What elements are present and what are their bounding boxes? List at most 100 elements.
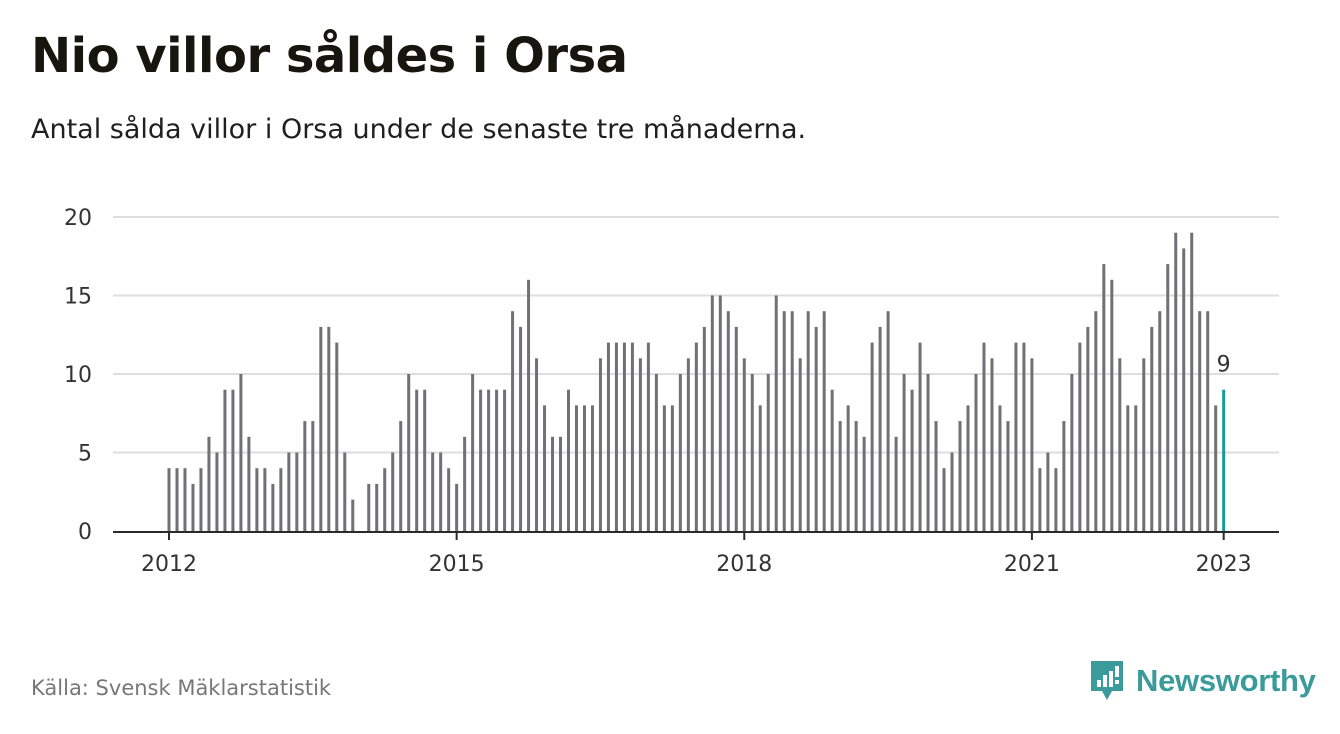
bar xyxy=(990,358,994,531)
bar xyxy=(487,389,491,531)
bar xyxy=(1062,421,1066,531)
bar xyxy=(423,389,427,531)
bar xyxy=(734,326,738,531)
bar xyxy=(1006,421,1010,531)
bar xyxy=(606,342,610,531)
bar xyxy=(391,452,395,531)
bar xyxy=(718,295,722,531)
bar xyxy=(343,452,347,531)
bar xyxy=(1022,342,1026,531)
bar xyxy=(255,468,259,531)
bar xyxy=(327,326,331,531)
bar xyxy=(598,358,602,531)
bar xyxy=(367,483,371,531)
bar xyxy=(1174,232,1178,531)
bar xyxy=(1206,311,1210,531)
bar xyxy=(654,374,658,531)
y-tick-label: 20 xyxy=(64,206,92,231)
bar xyxy=(614,342,618,531)
bar xyxy=(974,374,978,531)
bar xyxy=(950,452,954,531)
bar xyxy=(383,468,387,531)
bar xyxy=(1182,248,1186,531)
bar xyxy=(942,468,946,531)
bar xyxy=(822,311,826,531)
bar xyxy=(782,311,786,531)
bar xyxy=(455,483,459,531)
bar xyxy=(1190,232,1194,531)
bar xyxy=(495,389,499,531)
bar xyxy=(311,421,315,531)
y-tick-label: 15 xyxy=(64,285,92,310)
bar xyxy=(1094,311,1098,531)
bar xyxy=(934,421,938,531)
brand-name: Newsworthy xyxy=(1136,663,1316,698)
bar xyxy=(543,405,547,531)
bar xyxy=(399,421,403,531)
bar xyxy=(287,452,291,531)
brand-logo: Newsworthy xyxy=(1088,658,1316,704)
bar xyxy=(574,405,578,531)
bar xyxy=(1214,405,1218,531)
bar xyxy=(303,421,307,531)
bar xyxy=(279,468,283,531)
bar xyxy=(830,389,834,531)
bar xyxy=(678,374,682,531)
bar xyxy=(335,342,339,531)
bar xyxy=(239,374,243,531)
bar xyxy=(702,326,706,531)
bar xyxy=(750,374,754,531)
bar xyxy=(1198,311,1202,531)
bar xyxy=(463,436,467,531)
bar xyxy=(471,374,475,531)
bar xyxy=(1078,342,1082,531)
bar xyxy=(910,389,914,531)
bar xyxy=(870,342,874,531)
bar xyxy=(551,436,555,531)
bar xyxy=(351,499,355,531)
bar xyxy=(1110,279,1114,531)
bar xyxy=(1046,452,1050,531)
bar xyxy=(894,436,898,531)
x-tick-label: 2015 xyxy=(429,552,485,577)
bar-chart: 0 5 10 15 20 2012 2015 2018 2021 2023 9 xyxy=(64,206,1279,577)
bar xyxy=(567,389,570,531)
bar xyxy=(207,436,211,531)
bar xyxy=(167,468,171,531)
bar xyxy=(1150,326,1154,531)
bar xyxy=(183,468,187,531)
bar xyxy=(1134,405,1138,531)
bar xyxy=(247,436,251,531)
bar xyxy=(375,483,379,531)
bar xyxy=(838,421,842,531)
bar xyxy=(622,342,626,531)
bar xyxy=(670,405,674,531)
bar xyxy=(958,421,962,531)
bar xyxy=(710,295,714,531)
bar-series xyxy=(167,232,1226,531)
y-tick-label: 0 xyxy=(78,520,92,545)
bar xyxy=(1142,358,1146,531)
newsworthy-logo-icon xyxy=(1091,661,1123,700)
bar xyxy=(1166,264,1170,531)
bar xyxy=(199,468,203,531)
bar xyxy=(191,483,195,531)
x-tick-label: 2023 xyxy=(1196,552,1252,577)
bar xyxy=(1054,468,1058,531)
bar xyxy=(902,374,906,531)
bar xyxy=(790,311,794,531)
bar xyxy=(519,326,523,531)
bar xyxy=(271,483,275,531)
bar xyxy=(742,358,746,531)
bar xyxy=(527,279,531,531)
bar xyxy=(918,342,922,531)
bar xyxy=(686,358,690,531)
x-tick-label: 2012 xyxy=(141,552,197,577)
bar xyxy=(231,389,235,531)
x-tick-label: 2021 xyxy=(1004,552,1060,577)
bar xyxy=(503,389,507,531)
bar xyxy=(926,374,930,531)
bar xyxy=(694,342,698,531)
bar xyxy=(846,405,850,531)
bar xyxy=(798,358,802,531)
